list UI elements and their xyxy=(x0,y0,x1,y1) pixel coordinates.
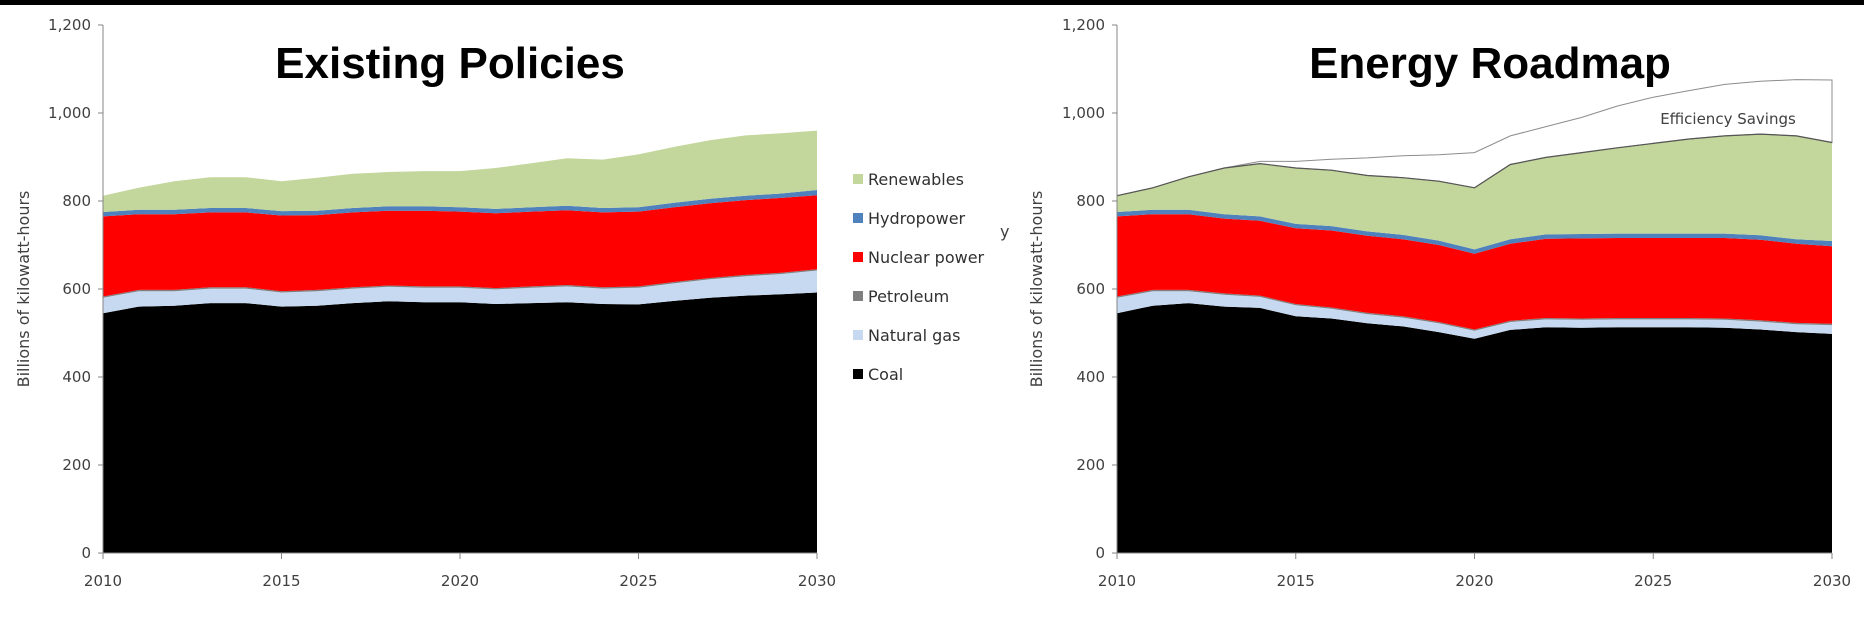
axis-ticks: 0 200 400 600 800 1,000 1,200 2010 2015 2020 2025 2… xyxy=(1062,16,1851,590)
stray-glyph: y xyxy=(1000,222,1009,241)
y-tick-label: 800 xyxy=(62,192,91,210)
chart-title: Existing Policies xyxy=(275,39,625,88)
y-tick-label: 200 xyxy=(62,456,91,474)
legend-label-hydropower: Hydropower xyxy=(868,209,966,228)
x-tick-label: 2015 xyxy=(262,572,300,590)
legend-swatch-petroleum xyxy=(853,291,863,301)
x-tick-label: 2015 xyxy=(1277,572,1315,590)
area-coal xyxy=(1117,303,1832,553)
legend-swatch-renewables xyxy=(853,174,863,184)
y-axis-title: Billions of kilowatt-hours xyxy=(14,191,33,388)
efficiency-savings-label: Efficiency Savings xyxy=(1660,110,1796,128)
legend-swatch-coal xyxy=(853,369,863,379)
legend-label-renewables: Renewables xyxy=(868,170,964,189)
y-tick-label: 1,000 xyxy=(48,104,91,122)
x-tick-label: 2030 xyxy=(798,572,836,590)
y-tick-label: 400 xyxy=(62,368,91,386)
x-tick-label: 2010 xyxy=(84,572,122,590)
top-border xyxy=(0,0,1864,5)
plot-area-areas xyxy=(1116,79,1833,553)
x-tick-label: 2020 xyxy=(441,572,479,590)
y-tick-label: 1,000 xyxy=(1062,104,1105,122)
area-coal xyxy=(103,292,817,553)
legend-label-nuclear-power: Nuclear power xyxy=(868,248,985,267)
area-renewables xyxy=(1117,134,1832,250)
area-natural-gas xyxy=(103,270,817,314)
y-tick-label: 200 xyxy=(1076,456,1105,474)
y-tick-label: 600 xyxy=(1076,280,1105,298)
legend-label-coal: Coal xyxy=(868,365,903,384)
renewables-top-outline xyxy=(1116,133,1833,197)
y-tick-label: 0 xyxy=(81,544,91,562)
area-natural-gas xyxy=(1117,291,1832,339)
area-hydropower xyxy=(103,190,817,217)
y-tick-label: 1,200 xyxy=(48,16,91,34)
legend-label-natural-gas: Natural gas xyxy=(868,326,960,345)
y-axis-title: Billions of kilowatt-hours xyxy=(1027,191,1046,388)
y-tick-label: 600 xyxy=(62,280,91,298)
x-tick-label: 2025 xyxy=(1634,572,1672,590)
y-tick-label: 800 xyxy=(1076,192,1105,210)
x-tick-label: 2020 xyxy=(1455,572,1493,590)
chart-title: Energy Roadmap xyxy=(1309,39,1671,88)
existing-policies-chart: 0 200 400 600 800 1,000 1,200 2010 2015 2020 2025 2… xyxy=(14,16,985,590)
plot-area-areas xyxy=(103,130,817,553)
legend-swatch-hydropower xyxy=(853,213,863,223)
area-hydropower xyxy=(1117,209,1832,254)
y-tick-label: 0 xyxy=(1095,544,1105,562)
x-tick-label: 2030 xyxy=(1813,572,1851,590)
axis-ticks: 0 200 400 600 800 1,000 1,200 2010 2015 2020 2025 2… xyxy=(48,16,836,590)
area-nuclear-power xyxy=(103,195,817,297)
y-tick-label: 400 xyxy=(1076,368,1105,386)
x-tick-label: 2010 xyxy=(1098,572,1136,590)
energy-roadmap-chart: 0 200 400 600 800 1,000 1,200 2010 2015 2020 2025 2… xyxy=(1027,16,1851,590)
legend-label-petroleum: Petroleum xyxy=(868,287,949,306)
area-nuclear-power xyxy=(1117,214,1832,330)
area-renewables xyxy=(103,130,817,212)
y-tick-label: 1,200 xyxy=(1062,16,1105,34)
legend-swatch-natural-gas xyxy=(853,330,863,340)
legend: Renewables Hydropower Nuclear power Petrole… xyxy=(853,170,985,384)
x-tick-label: 2025 xyxy=(619,572,657,590)
legend-swatch-nuclear-power xyxy=(853,252,863,262)
